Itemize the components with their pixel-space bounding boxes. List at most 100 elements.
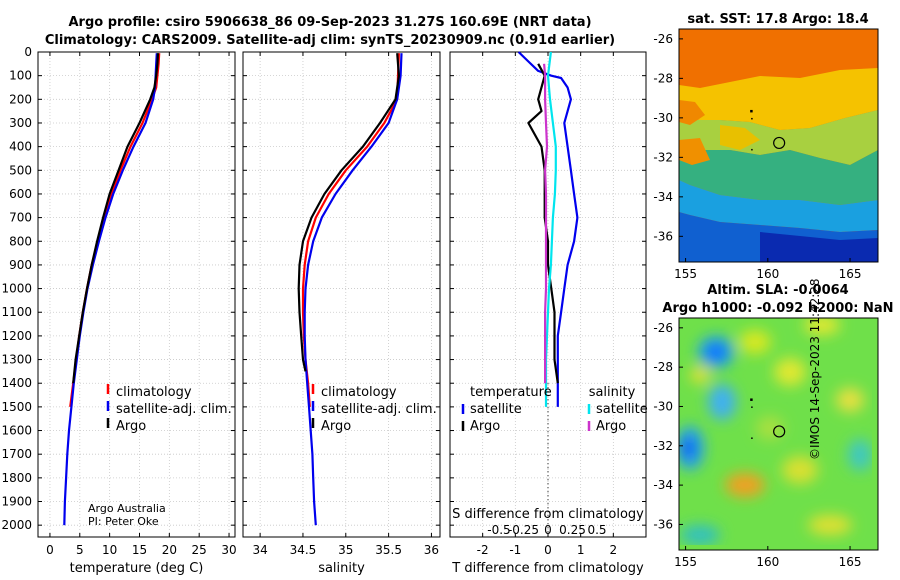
s-tick-label: 0.25 (559, 523, 586, 537)
figure-title-line1: Argo profile: csiro 5906638_86 09-Sep-20… (68, 15, 592, 30)
map-y-tick: -26 (653, 32, 673, 46)
map-x-tick: 160 (756, 267, 779, 281)
map-axes: sat. SST: 17.8 Argo: 18.4 155 160 165 -26 -28… (653, 12, 893, 569)
sst-map (678, 28, 879, 263)
x-tick-label: -2 (477, 543, 489, 557)
map-x-tick: 160 (756, 555, 779, 569)
x-tick-label: -1 (509, 543, 521, 557)
series-line-t-satellite (517, 51, 579, 407)
map-title: Argo h1000: -0.092 h2000: NaN (662, 301, 893, 316)
s-tick-label: -0.5 (487, 523, 510, 537)
s-tick-label: -0.25 (508, 523, 539, 537)
difference-panel: -2 -1 0 1 2 T difference from climatology S di… (449, 51, 648, 576)
temperature-panel: 0 5 10 15 20 25 300100200300400500600700800900… (1, 45, 236, 576)
series-line-argo (72, 53, 160, 384)
x-tick-label: 15 (132, 543, 147, 557)
y-tick-label: 1000 (1, 282, 32, 296)
map-y-tick: -32 (653, 439, 673, 453)
series-line-satellite-adj-clim- (303, 53, 403, 526)
y-tick-label: 900 (9, 258, 32, 272)
map-title: sat. SST: 17.8 Argo: 18.4 (687, 12, 868, 27)
series-line-s-satellite (544, 51, 557, 407)
x-tick-label: 10 (102, 543, 117, 557)
map-y-tick: -26 (653, 321, 673, 335)
y-tick-label: 1500 (1, 400, 32, 414)
legend-label: climatology (321, 385, 397, 400)
y-tick-label: 500 (9, 163, 32, 177)
map-x-tick: 155 (674, 267, 697, 281)
credit-line2: PI: Peter Oke (88, 515, 159, 528)
map-y-tick: -32 (653, 150, 673, 164)
x-tick-label: 20 (162, 543, 177, 557)
legend-label: climatology (116, 385, 192, 400)
map-y-tick: -34 (653, 478, 673, 492)
y-tick-label: 2000 (1, 518, 32, 532)
x-tick-label: 1 (577, 543, 585, 557)
y-tick-label: 100 (9, 69, 32, 83)
legend-title-temperature: temperature (470, 385, 552, 400)
x-axis-label: salinity (318, 561, 365, 576)
map-y-tick: -30 (653, 399, 673, 413)
map-y-tick: -28 (653, 71, 673, 85)
figure-title-line2: Climatology: CARS2009. Satellite-adj cli… (44, 33, 616, 48)
series-line-climatology (69, 53, 161, 408)
y-tick-label: 300 (9, 116, 32, 130)
y-tick-label: 700 (9, 211, 32, 225)
y-tick-label: 600 (9, 187, 32, 201)
series-line-s-argo (543, 63, 549, 384)
series-line-argo (297, 53, 400, 372)
map-x-tick: 155 (674, 555, 697, 569)
map-title: Altim. SLA: -0.0064 (707, 283, 848, 298)
x-axis-label: T difference from climatology (451, 561, 644, 576)
s-axis-label: S difference from climatology (452, 507, 644, 522)
y-tick-label: 200 (9, 92, 32, 106)
legend-label: satellite-adj. clim. (116, 402, 232, 417)
x-tick-label: 35.5 (375, 543, 402, 557)
map-y-tick: -34 (653, 190, 673, 204)
legend-label: satellite (470, 402, 522, 417)
y-tick-label: 1800 (1, 471, 32, 485)
map-y-tick: -36 (653, 517, 673, 531)
prior-float-marker (751, 406, 753, 408)
series-line-t-argo (527, 63, 559, 384)
y-tick-label: 1200 (1, 329, 32, 343)
x-tick-label: 25 (192, 543, 207, 557)
x-tick-label: 2 (610, 543, 618, 557)
y-tick-label: 1700 (1, 447, 32, 461)
map-y-tick: -36 (653, 229, 673, 243)
argo-position-marker (773, 136, 786, 150)
legend-title-salinity: salinity (589, 385, 636, 400)
prior-float-marker (751, 148, 753, 151)
timestamp-label: ©IMOS 14-Sep-2023 11:42:28 (808, 278, 822, 460)
legend-label: Argo (116, 419, 146, 434)
x-tick-label: 0 (544, 543, 552, 557)
legend-label: Argo (470, 419, 500, 434)
prior-float-marker (751, 117, 753, 120)
legend-label: satellite-adj. clim. (321, 402, 437, 417)
x-tick-label: 34.5 (290, 543, 317, 557)
sla-map (678, 317, 879, 551)
argo-position-marker (773, 425, 786, 438)
salinity-panel: 34 34.5 35 35.5 36 salinity climatology satelli… (242, 51, 441, 576)
y-tick-label: 400 (9, 140, 32, 154)
map-y-tick: -28 (653, 360, 673, 374)
x-axis-label: temperature (deg C) (70, 561, 204, 576)
s-tick-label: 0.5 (587, 523, 606, 537)
x-tick-label: 5 (76, 543, 84, 557)
x-tick-label: 30 (221, 543, 236, 557)
s-tick-label: 0 (544, 523, 552, 537)
prior-float-marker (751, 437, 753, 439)
map-x-tick: 165 (839, 555, 862, 569)
y-tick-label: 1600 (1, 424, 32, 438)
x-tick-label: 36 (424, 543, 439, 557)
credit-line1: Argo Australia (88, 502, 166, 515)
series-line-satellite-adj-clim- (63, 53, 158, 526)
map-x-tick: 165 (839, 267, 862, 281)
y-tick-label: 1400 (1, 376, 32, 390)
prior-float-marker (750, 398, 753, 401)
x-tick-label: 34 (252, 543, 267, 557)
x-tick-label: 0 (46, 543, 54, 557)
y-tick-label: 0 (24, 45, 32, 59)
y-tick-label: 1900 (1, 495, 32, 509)
